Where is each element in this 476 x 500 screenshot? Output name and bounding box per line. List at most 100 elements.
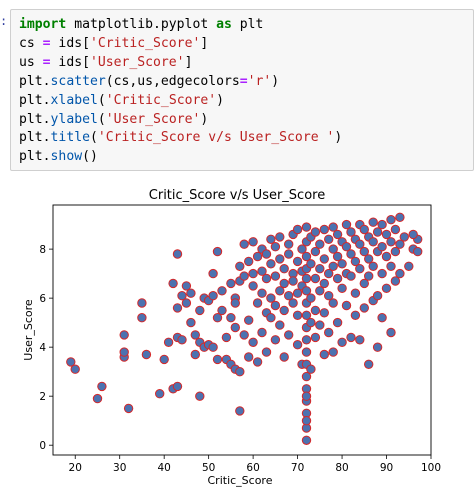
scatter-point: [275, 254, 285, 264]
scatter-point: [301, 273, 312, 284]
scatter-point: [390, 246, 401, 257]
scatter-point: [306, 293, 316, 303]
scatter-point: [350, 256, 361, 267]
scatter-point: [270, 271, 281, 281]
scatter-point: [252, 298, 263, 308]
scatter-point: [292, 256, 303, 267]
scatter-point: [368, 261, 378, 272]
x-tick-label: 40: [157, 462, 170, 474]
code-line-6: plt.ylabel('User_Score'): [19, 111, 209, 127]
scatter-point: [332, 317, 343, 328]
scatter-point: [310, 332, 321, 343]
y-axis-ticks: 0 2 4 6 8: [39, 244, 53, 452]
scatter-point: [279, 305, 289, 316]
scatter-point: [310, 227, 321, 237]
scatter-point: [364, 254, 374, 264]
scatter-point: [341, 219, 352, 230]
scatter-point: [163, 337, 174, 348]
scatter-point: [364, 359, 374, 370]
scatter-point: [288, 276, 298, 286]
scatter-point: [172, 381, 183, 392]
scatter-point: [355, 335, 365, 345]
scatter-point: [377, 268, 387, 279]
scatter-point: [177, 291, 187, 301]
scatter-point: [328, 222, 338, 232]
code-line-5: plt.xlabel('Critic_Score'): [19, 92, 225, 108]
scatter-point: [350, 288, 361, 298]
scatter-point: [381, 251, 392, 262]
scatter-point: [341, 241, 352, 252]
x-tick-label: 30: [113, 462, 126, 474]
scatter-point: [346, 271, 356, 281]
scatter-point: [319, 224, 329, 235]
scatter-point: [332, 229, 343, 240]
scatter-point: [292, 288, 303, 298]
scatter-point: [279, 278, 289, 289]
scatter-point: [390, 276, 401, 286]
scatter-point: [119, 330, 129, 340]
scatter-point: [306, 259, 316, 269]
scatter-point: [292, 340, 303, 350]
scatter-point: [244, 315, 254, 325]
scatter-point: [377, 241, 387, 252]
scatter-point: [244, 352, 254, 362]
scatter-point: [408, 229, 418, 240]
scatter-point: [270, 335, 281, 345]
scatter-point: [319, 254, 329, 264]
scatter-point: [381, 283, 392, 294]
scatter-point: [315, 286, 325, 296]
scatter-point: [377, 219, 387, 230]
scatter-point: [413, 246, 423, 257]
scatter-point: [226, 278, 236, 289]
scatter-point: [337, 337, 347, 348]
scatter-point: [324, 327, 334, 338]
scatter-point: [332, 273, 343, 284]
scatter-point: [324, 268, 334, 279]
scatter-point: [279, 264, 289, 274]
scatter-point: [208, 268, 218, 279]
scatter-point: [261, 273, 272, 284]
scatter-point: [239, 271, 249, 281]
scatter-point: [212, 354, 223, 365]
scatter-point: [301, 251, 312, 262]
scatter-point: [328, 261, 338, 272]
scatter-point: [381, 229, 392, 240]
scatter-point: [346, 332, 356, 343]
code-line-8: plt.show(): [19, 149, 98, 165]
scatter-point: [386, 215, 396, 225]
code-cell[interactable]: import matplotlib.pyplot as plt cs = ids…: [10, 9, 474, 171]
scatter-point: [399, 232, 409, 242]
scatter-point: [235, 367, 245, 377]
scatter-point: [395, 268, 405, 279]
scatter-point: [372, 227, 383, 237]
scatter-point: [195, 305, 205, 316]
scatter-point: [284, 249, 294, 259]
scatter-point: [239, 239, 249, 249]
scatter-point: [364, 271, 374, 281]
scatter-point: [359, 303, 369, 313]
scatter-points: [66, 212, 423, 445]
scatter-point: [310, 273, 321, 284]
scatter-point: [275, 232, 285, 242]
scatter-point: [386, 237, 396, 247]
scatter-point: [359, 246, 369, 257]
scatter-point: [212, 313, 223, 323]
scatter-point: [324, 234, 334, 244]
scatter-point: [315, 239, 325, 249]
scatter-point: [372, 291, 383, 301]
scatter-point: [266, 234, 276, 244]
scatter-point: [248, 337, 258, 348]
y-tick-label: 8: [39, 244, 46, 256]
scatter-point: [266, 259, 276, 269]
scatter-point: [97, 381, 107, 392]
scatter-point: [257, 327, 267, 338]
scatter-point: [377, 313, 387, 323]
scatter-point: [341, 300, 352, 311]
x-tick-label: 50: [202, 462, 215, 474]
scatter-point: [270, 241, 281, 252]
x-tick-label: 60: [246, 462, 259, 474]
scatter-point: [239, 330, 249, 340]
scatter-point: [395, 239, 405, 249]
scatter-point: [235, 261, 245, 272]
scatter-point: [137, 313, 147, 323]
